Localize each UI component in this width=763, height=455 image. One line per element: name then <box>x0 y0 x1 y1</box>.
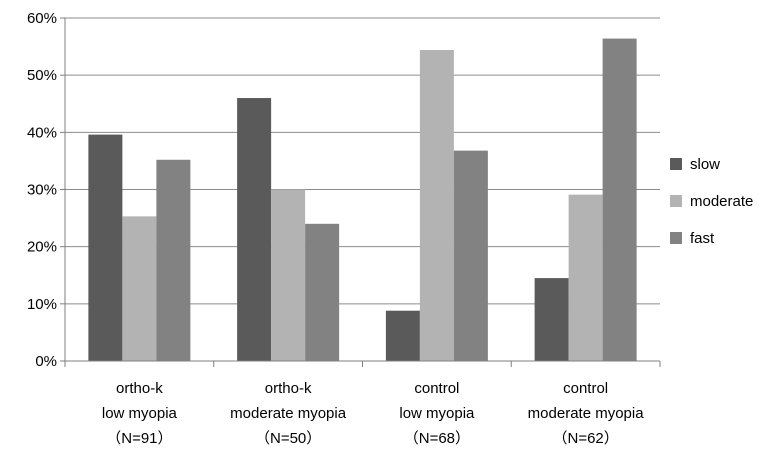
bar-slow-3 <box>534 278 569 361</box>
bar-fast-1 <box>305 223 340 361</box>
bars <box>88 38 637 362</box>
legend: slow moderate fast <box>670 156 753 247</box>
y-tick-label: 30% <box>27 182 57 199</box>
axes <box>64 18 661 367</box>
bar-fast-2 <box>453 150 488 361</box>
y-tick-label: 20% <box>27 239 57 256</box>
x-category-label: moderate myopia <box>528 405 645 422</box>
legend-swatch-slow <box>670 158 682 170</box>
bar-moderate-1 <box>271 189 306 361</box>
y-tick-label: 10% <box>27 296 57 313</box>
x-category-label: ortho-k <box>265 380 312 397</box>
x-category-label: moderate myopia <box>230 405 347 422</box>
legend-label-fast: fast <box>690 230 715 247</box>
y-tick-label: 60% <box>27 10 57 27</box>
legend-label-slow: slow <box>690 156 720 173</box>
legend-swatch-moderate <box>670 195 682 207</box>
bar-fast-0 <box>156 159 191 361</box>
bar-slow-0 <box>88 134 123 361</box>
x-category-label: low myopia <box>399 405 475 422</box>
x-category-label: （N=91） <box>106 430 172 447</box>
legend-label-moderate: moderate <box>690 193 753 210</box>
y-tick-label: 40% <box>27 124 57 141</box>
bar-slow-2 <box>385 310 420 361</box>
y-tick-label: 0% <box>35 353 57 370</box>
y-tick-label: 50% <box>27 67 57 84</box>
x-category-label: low myopia <box>102 405 178 422</box>
x-category-label: control <box>563 380 608 397</box>
bar-moderate-2 <box>419 50 454 361</box>
x-category-label: control <box>414 380 459 397</box>
bar-fast-3 <box>602 38 637 361</box>
bar-moderate-0 <box>122 216 157 361</box>
y-axis-ticks: 0% 10% 20% 30% 40% 50% 60% <box>27 10 65 370</box>
x-category-label: ortho-k <box>116 380 163 397</box>
bar-slow-1 <box>237 98 272 362</box>
x-category-label: （N=62） <box>552 430 618 447</box>
bar-moderate-3 <box>568 194 603 361</box>
x-category-label: （N=50） <box>255 430 321 447</box>
x-category-label: （N=68） <box>404 430 470 447</box>
legend-swatch-fast <box>670 232 682 244</box>
x-axis-labels: ortho-k low myopia （N=91） ortho-k moderate m… <box>102 380 644 447</box>
